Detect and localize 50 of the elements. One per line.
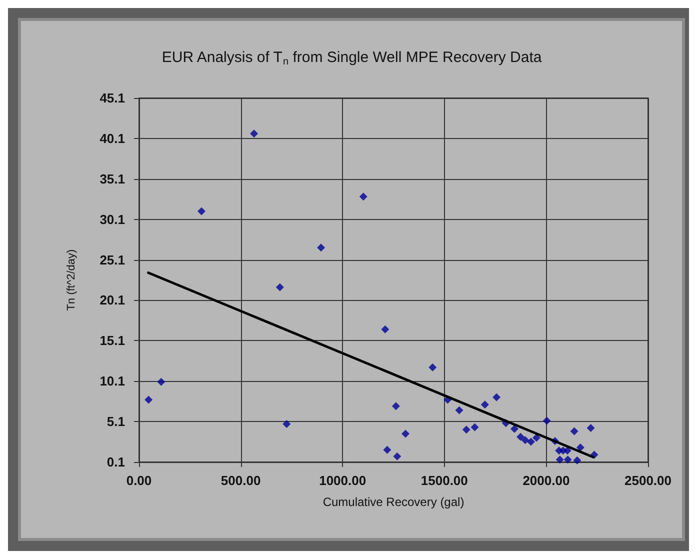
point [492, 393, 501, 402]
point [586, 424, 595, 432]
point [250, 130, 258, 138]
point [393, 452, 402, 460]
y-tick-label: 35.1 [100, 171, 125, 186]
point [526, 438, 535, 446]
point [383, 446, 392, 454]
point [470, 423, 479, 432]
point [428, 363, 437, 372]
point [317, 244, 326, 252]
point [198, 207, 206, 216]
point [576, 443, 584, 452]
point [157, 378, 166, 386]
y-axis-title: Tn (ft^2/day) [66, 249, 78, 311]
point [556, 456, 564, 464]
y-tick-label: 20.1 [100, 292, 125, 308]
y-tick-label: 25.1 [100, 252, 125, 268]
x-tick-label: 2000.00 [522, 473, 570, 488]
point [564, 456, 572, 464]
point [276, 283, 284, 292]
point [402, 430, 410, 438]
y-tick-label: 40.1 [100, 130, 125, 146]
y-tick-label: 15.1 [100, 333, 125, 348]
point [570, 427, 578, 436]
x-tick-label: 2500.00 [624, 473, 672, 488]
point [392, 402, 400, 410]
point [282, 420, 291, 428]
y-tick-label: 0.1 [106, 454, 125, 470]
point [516, 432, 525, 441]
point [521, 436, 530, 444]
point [532, 434, 540, 442]
point [359, 192, 368, 201]
x-axis-title: Cumulative Recovery (gal) [322, 495, 464, 509]
point [462, 426, 470, 434]
point [381, 325, 390, 334]
y-tick-label: 45.1 [100, 90, 125, 106]
x-tick-label: 0.00 [126, 473, 152, 488]
point [144, 396, 153, 404]
point [573, 456, 582, 464]
x-tick-label: 500.00 [220, 473, 261, 488]
point [480, 400, 489, 409]
y-tick-label: 5.1 [106, 414, 125, 430]
point [542, 416, 551, 425]
point [455, 406, 464, 414]
y-tick-label: 30.1 [100, 212, 125, 227]
x-tick-label: 1000.00 [319, 473, 366, 488]
point [563, 446, 572, 455]
x-tick-label: 1500.00 [420, 473, 468, 488]
y-tick-label: 10.1 [100, 374, 125, 389]
point [510, 424, 518, 433]
